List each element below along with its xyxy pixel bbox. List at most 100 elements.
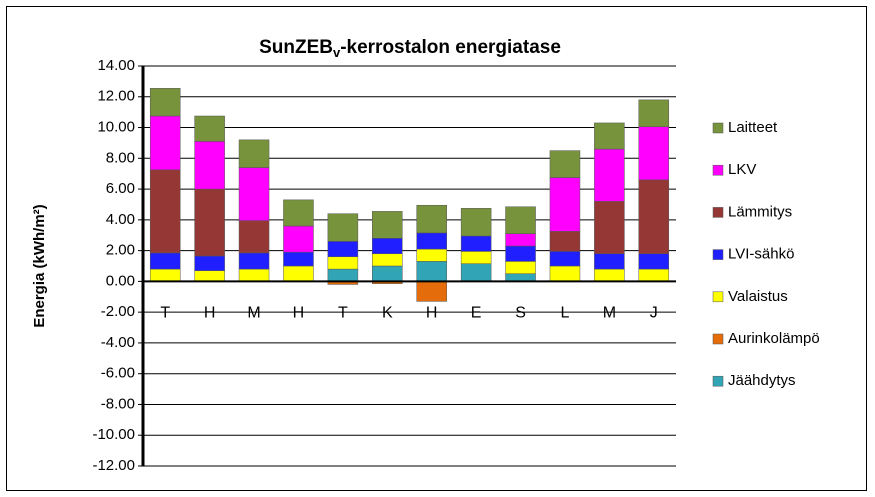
x-tick-label: H (426, 305, 438, 322)
legend-label: Jäähdytys (728, 372, 796, 389)
bar-segment (460, 208, 492, 237)
bar-segment (238, 268, 270, 282)
bar-segment (416, 232, 447, 250)
title-subscript: v (333, 45, 341, 60)
y-tick-label: 12.00 (97, 88, 135, 105)
bar-segment (149, 169, 181, 254)
y-tick-label: 8.00 (106, 149, 135, 166)
bar-segment (460, 263, 492, 282)
bar-segment (416, 204, 447, 234)
x-tick-label: K (382, 305, 393, 322)
title-part: -kerrostalon energiatase (340, 37, 561, 58)
y-tick-label: 4.00 (106, 211, 135, 228)
bar-segment (283, 225, 314, 253)
legend-label: Aurinkolämpö (728, 330, 820, 347)
bar-segment (238, 167, 270, 221)
y-tick-label: 10.00 (97, 119, 135, 136)
bar-segment (372, 265, 403, 282)
bar-segment (194, 141, 225, 190)
bar-segment (638, 253, 670, 270)
bar-segment (327, 241, 359, 258)
bar-segment (549, 150, 581, 178)
y-tick-label: 0.00 (106, 272, 135, 289)
bar-segment (594, 122, 625, 150)
x-tick-label: T (160, 305, 170, 322)
bar-segment (194, 270, 225, 282)
bar-segment (327, 256, 359, 270)
legend-swatch (712, 122, 724, 134)
bar-segment (194, 255, 225, 271)
bar-segment (594, 253, 625, 270)
y-axis-label: Energia (kWh/m²) (31, 204, 48, 327)
bar-segment (638, 99, 670, 128)
y-tick-label: 14.00 (97, 57, 135, 74)
x-tick-label: H (204, 305, 216, 322)
x-tick-label: H (293, 305, 305, 322)
x-tick-label: J (650, 305, 658, 322)
bar-segment (505, 206, 536, 234)
legend-label: Lämmitys (728, 203, 792, 220)
legend-label: LKV (728, 161, 756, 178)
legend-swatch (712, 164, 724, 176)
legend-swatch (712, 333, 724, 345)
legend-swatch (712, 207, 724, 218)
bar-segment (327, 268, 359, 282)
x-tick-label: L (561, 305, 570, 322)
bar-segment (460, 251, 492, 264)
bar-segment (149, 252, 181, 270)
bar-segment (327, 213, 359, 242)
bar-segment (416, 248, 447, 262)
legend-swatch (712, 375, 724, 387)
bar-segment (149, 115, 181, 171)
x-tick-label: E (471, 305, 482, 322)
bar-segment (549, 177, 581, 232)
bar-segment (549, 265, 581, 282)
x-tick-label: S (515, 305, 526, 322)
y-tick-label: -2.00 (101, 303, 135, 320)
legend-label: Valaistus (728, 288, 788, 305)
bar-segment (283, 251, 314, 267)
bar-segment (149, 268, 181, 282)
bar-segment (638, 179, 670, 254)
bar-segment (238, 139, 270, 168)
y-tick-label: -8.00 (101, 395, 135, 412)
bar-segment (194, 115, 225, 142)
bar-segment (149, 88, 181, 117)
bar-segment (460, 235, 492, 252)
bar-segment (238, 220, 270, 254)
bar-segment (638, 126, 670, 181)
y-tick-label: -4.00 (101, 334, 135, 351)
legend-label: Laitteet (728, 119, 778, 136)
bar-segment (505, 245, 536, 262)
bar-segment (283, 265, 314, 282)
bar-segment (416, 261, 447, 282)
legend-swatch (712, 249, 724, 260)
bar-segment (238, 252, 270, 270)
bar-segment (505, 233, 536, 247)
bar-segment (505, 273, 536, 282)
y-tick-label: -12.00 (92, 457, 135, 474)
bar-segment (594, 201, 625, 254)
y-tick-label: -6.00 (101, 365, 135, 382)
bar-segment (549, 231, 581, 252)
x-tick-label: T (338, 305, 348, 322)
bar-segment (372, 211, 403, 239)
bar-segment (594, 268, 625, 282)
bar-segment (372, 238, 403, 254)
title-part: SunZEB (259, 37, 333, 58)
x-tick-label: M (247, 305, 260, 322)
y-tick-label: 2.00 (106, 242, 135, 259)
y-tick-label: 6.00 (106, 180, 135, 197)
legend-swatch (712, 291, 724, 303)
bar-segment (283, 199, 314, 227)
bar-segment (549, 251, 581, 267)
bar-segment (505, 261, 536, 274)
bar-segment (594, 148, 625, 202)
y-tick-label: -10.00 (92, 426, 135, 443)
chart-title: SunZEBv-kerrostalon energiatase (259, 37, 561, 60)
bar-segment (194, 188, 225, 257)
bar-segment (372, 253, 403, 267)
x-tick-label: M (603, 305, 616, 322)
bar-segment (638, 268, 670, 282)
